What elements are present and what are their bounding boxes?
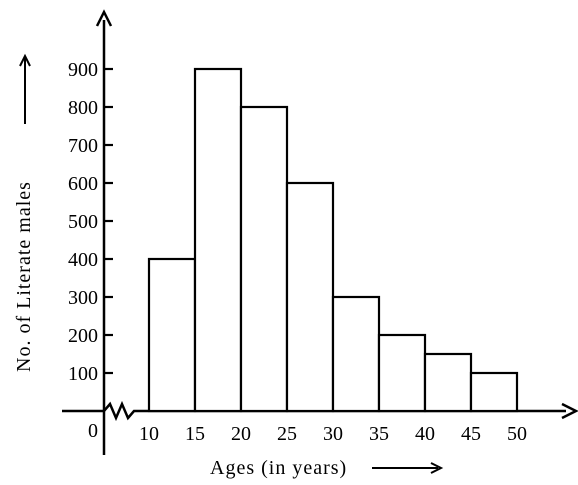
y-ticks-group: 100 200 300 400 500 600 700 800 900 xyxy=(68,59,113,385)
x-tick-label-15: 15 xyxy=(185,423,205,445)
x-tick-label-20: 20 xyxy=(231,423,251,445)
y-tick-label-600: 600 xyxy=(68,173,98,195)
bar-30-35 xyxy=(331,295,381,413)
bar-40-45 xyxy=(423,352,473,413)
x-tick-label-30: 30 xyxy=(323,423,343,445)
origin-label: 0 xyxy=(88,420,98,442)
x-tick-label-25: 25 xyxy=(277,423,297,445)
y-tick-label-300: 300 xyxy=(68,287,98,309)
x-axis-line xyxy=(62,400,566,422)
y-tick-label-500: 500 xyxy=(68,211,98,233)
x-tick-label-40: 40 xyxy=(415,423,435,445)
y-tick-label-400: 400 xyxy=(68,249,98,271)
x-tick-label-35: 35 xyxy=(369,423,389,445)
y-tick-label-900: 900 xyxy=(68,59,98,81)
bar-45-50 xyxy=(469,371,519,413)
x-title-arrowhead xyxy=(430,462,444,474)
x-tick-label-50: 50 xyxy=(507,423,527,445)
bar-35-40 xyxy=(377,333,427,413)
bar-15-20 xyxy=(193,67,243,413)
bar-10-15 xyxy=(147,257,197,413)
x-tick-label-10: 10 xyxy=(139,423,159,445)
bar-25-30 xyxy=(285,181,335,413)
y-axis-arrowhead xyxy=(95,9,113,27)
x-axis-arrowhead xyxy=(561,402,578,420)
y-axis-title: No. of Literate males xyxy=(13,181,35,372)
bars-group xyxy=(147,67,519,413)
y-tick-label-100: 100 xyxy=(68,363,98,385)
bar-20-25 xyxy=(239,105,289,413)
y-title-arrowhead xyxy=(19,53,31,67)
y-tick-label-800: 800 xyxy=(68,97,98,119)
y-tick-label-700: 700 xyxy=(68,135,98,157)
x-tick-label-45: 45 xyxy=(461,423,481,445)
x-axis-title: Ages (in years) xyxy=(210,457,347,479)
x-ticks-group: 10 15 20 25 30 35 40 45 50 xyxy=(139,423,527,445)
y-tick-label-200: 200 xyxy=(68,325,98,347)
